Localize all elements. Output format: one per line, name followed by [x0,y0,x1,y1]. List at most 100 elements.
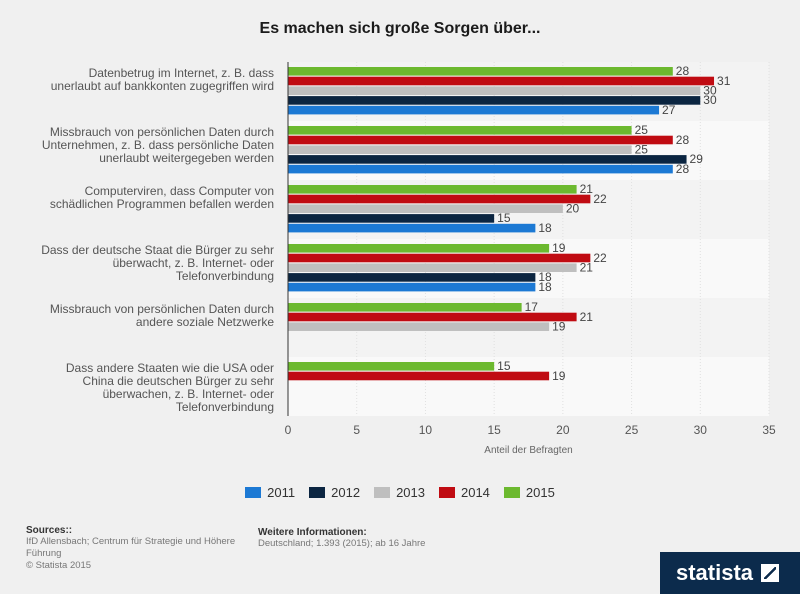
legend-swatch [309,487,326,498]
copyright-text: © Statista 2015 [26,560,92,571]
bar-2014-cat-0 [288,76,715,86]
legend-label: 2015 [525,485,555,500]
bar-2013-cat-2 [288,204,563,213]
bar-2014-cat-1 [288,135,673,145]
data-label-2012-cat-3: 18 [538,270,552,284]
legend-label: 2012 [331,485,361,500]
legend-label: 2011 [267,485,296,500]
category-label-line: Unternehmen, z. B. dass persönliche Date… [41,138,274,152]
data-label-2014-cat-5: 19 [552,369,566,383]
x-tick-label: 35 [762,423,776,437]
bar-2015-cat-0 [288,67,673,76]
data-label-2012-cat-2: 15 [497,211,511,225]
x-tick-label: 20 [556,423,570,437]
category-label-line: Dass andere Staaten wie die USA oder [65,361,274,375]
bar-2011-cat-3 [288,282,536,292]
x-tick-label: 25 [625,423,639,437]
bar-2015-cat-1 [288,126,632,135]
sources-heading: Sources:: [26,525,73,536]
data-label-2011-cat-0: 27 [662,103,676,117]
data-label-2014-cat-4: 21 [580,310,594,324]
logo-mark-icon [761,564,780,582]
data-label-2015-cat-0: 28 [676,64,690,78]
legend-item-2014[interactable]: 2014 [438,485,490,500]
x-tick-label: 10 [419,423,433,437]
category-label-line: Telefonverbindung [175,269,274,283]
legend-label: 2013 [396,485,425,500]
category-label-line: unerlaubt weitergegeben werden [99,151,274,165]
bar-2015-cat-3 [288,244,550,253]
data-label-2011-cat-1: 28 [676,162,690,176]
statista-logo[interactable]: statista [660,552,800,594]
data-label-2014-cat-0: 31 [717,74,731,88]
category-label-line: andere soziale Netzwerke [135,315,274,329]
data-label-2015-cat-3: 19 [552,241,566,255]
category-label-line: Telefonverbindung [175,400,274,414]
category-label-line: Datenbetrug im Internet, z. B. dass [88,66,274,80]
category-label: Datenbetrug im Internet, z. B. dass unerl… [10,67,274,93]
legend-swatch [503,487,520,498]
bar-2014-cat-5 [288,371,550,381]
footer: Sources:: IfD Allensbach; Centrum für St… [0,517,800,594]
category-label-line: Missbrauch von persönlichen Daten durch [49,302,274,316]
data-label-2014-cat-3: 22 [593,251,607,265]
category-label: Missbrauch von persönlichen Daten durch U… [10,126,274,165]
info-block: Weitere Informationen: Deutschland; 1.39… [258,527,518,550]
data-label-2011-cat-3: 18 [538,280,552,294]
legend-item-2013[interactable]: 2013 [374,485,425,500]
data-label-2013-cat-1: 25 [635,143,649,157]
data-label-2013-cat-4: 19 [552,320,566,334]
data-label-2013-cat-0: 30 [703,84,717,98]
bar-2012-cat-3 [288,273,536,282]
bar-2014-cat-4 [288,312,577,322]
x-tick-label: 0 [285,423,292,437]
x-tick-label: 30 [694,423,708,437]
data-label-2012-cat-0: 30 [703,93,717,107]
legend-item-2012[interactable]: 2012 [309,485,360,500]
bar-2011-cat-2 [288,223,536,233]
data-label-2013-cat-2: 20 [566,202,580,216]
legend: 2011 2012 2013 2014 2015 [0,485,800,500]
legend-item-2011[interactable]: 2011 [245,485,295,500]
bar-2011-cat-1 [288,164,673,174]
category-label-line: schädlichen Programmen befallen werden [49,197,274,211]
bar-2013-cat-1 [288,145,632,154]
bar-2012-cat-1 [288,155,687,164]
info-heading: Weitere Informationen: [258,527,367,538]
data-label-2014-cat-2: 22 [593,192,607,206]
chart-title: Es machen sich große Sorgen über... [259,20,541,37]
legend-swatch [374,487,391,498]
data-label-2015-cat-2: 21 [580,182,594,196]
legend-item-2015[interactable]: 2015 [503,485,555,500]
bar-2013-cat-3 [288,263,577,272]
x-axis-label: Anteil der Befragten [484,445,573,456]
data-label-2013-cat-3: 21 [580,261,594,275]
legend-swatch [438,487,455,498]
bar-2013-cat-4 [288,322,550,331]
category-label-line: Missbrauch von persönlichen Daten durch [49,125,274,139]
bar-2015-cat-4 [288,303,522,312]
category-label-line: überwacht, z. B. Internet- oder [112,256,274,270]
info-text: Deutschland; 1.393 (2015); ab 16 Jahre [258,538,426,549]
bar-2011-cat-0 [288,105,660,115]
data-label-2015-cat-5: 15 [497,359,511,373]
x-tick-label: 5 [353,423,360,437]
sources-text: IfD Allensbach; Centrum für Strategie un… [26,536,236,559]
data-label-2011-cat-2: 18 [538,221,552,235]
category-label: Computerviren, dass Computer von schädlic… [10,185,274,211]
category-label: Dass der deutsche Staat die Bürger zu se… [10,244,274,283]
bar-2015-cat-2 [288,185,577,194]
bar-2015-cat-5 [288,362,495,371]
bar-2013-cat-0 [288,86,701,95]
legend-swatch [245,487,262,498]
data-label-2012-cat-1: 29 [690,152,704,166]
bar-chart: 0 5 10 15 20 25 30 3528252119171531282222211930… [285,62,776,437]
legend-label: 2014 [460,485,490,500]
bar-2014-cat-3 [288,253,591,263]
category-label-line: Computerviren, dass Computer von [84,184,274,198]
category-label-line: Dass der deutsche Staat die Bürger zu se… [41,243,274,257]
category-label: Dass andere Staaten wie die USA oder Chin… [10,362,274,414]
data-label-2014-cat-1: 28 [676,133,690,147]
category-label: Missbrauch von persönlichen Daten durch a… [10,303,274,329]
